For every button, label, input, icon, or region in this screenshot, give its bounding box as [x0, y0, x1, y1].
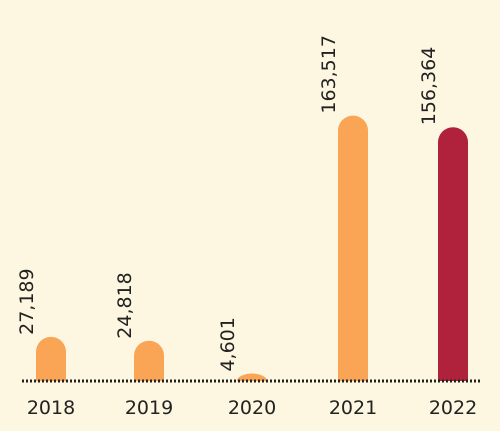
value-label-2020: 4,601	[217, 317, 239, 371]
bar-2019	[134, 340, 164, 381]
value-label-2018: 27,189	[16, 268, 38, 334]
category-label-2020: 2020	[228, 397, 276, 419]
category-label-2021: 2021	[329, 397, 377, 419]
bar-2018	[36, 336, 66, 381]
category-label-2022: 2022	[429, 397, 477, 419]
value-label-2022: 156,364	[418, 47, 440, 126]
category-label-2019: 2019	[125, 397, 173, 419]
value-label-2021: 163,517	[318, 35, 340, 114]
value-labels: 27,189 24,818 4,601 163,517 156,364	[16, 35, 440, 371]
category-labels: 2018 2019 2020 2021 2022	[27, 397, 477, 419]
value-label-2019: 24,818	[114, 272, 136, 338]
bars-group	[36, 115, 468, 382]
bar-2020	[237, 373, 267, 381]
bar-2022	[438, 127, 468, 382]
bar-2021	[338, 115, 368, 381]
category-label-2018: 2018	[27, 397, 75, 419]
